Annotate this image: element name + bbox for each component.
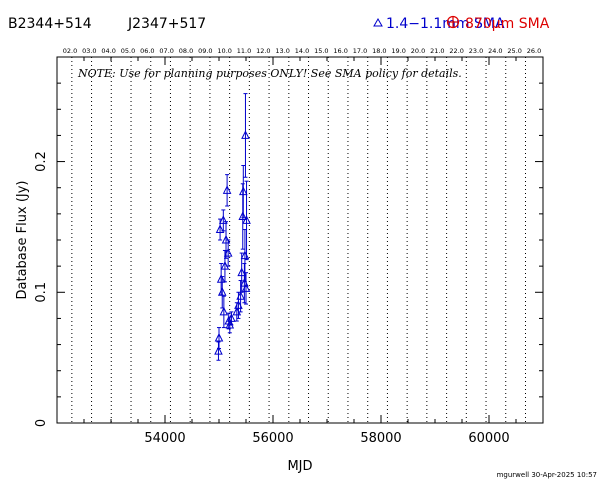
x-axis-label: MJD (287, 459, 312, 474)
data-point-triangle (223, 247, 233, 257)
y-tick-label: 0.2 (34, 151, 49, 172)
source-name: B2344+514 (8, 16, 92, 32)
top-year-label: 17.0 (353, 47, 367, 55)
top-year-label: 03.0 (82, 47, 96, 55)
top-year-label: 23.0 (469, 47, 483, 55)
year-grid-lines (71, 57, 527, 423)
legend-triangle-icon (373, 17, 383, 27)
data-point-triangle (242, 215, 251, 224)
top-year-label: 26.0 (527, 47, 541, 55)
legend-submm-label: 870μm SMA (465, 16, 550, 32)
top-year-label: 18.0 (372, 47, 386, 55)
data-point-triangle (214, 332, 224, 342)
y-tick-label: 0 (34, 419, 49, 427)
top-year-label: 21.0 (430, 47, 444, 55)
top-year-label: 13.0 (275, 47, 289, 55)
data-point-triangle (238, 186, 248, 196)
data-point-triangle (214, 345, 223, 355)
top-year-label: 15.0 (314, 47, 328, 55)
data-point-triangle (227, 313, 236, 322)
plot-frame (56, 56, 544, 424)
top-year-label: 20.0 (411, 47, 425, 55)
data-point-triangle (217, 287, 227, 296)
top-year-label: 12.0 (256, 47, 270, 55)
x-tick-label: 56000 (252, 431, 293, 446)
top-year-label: 16.0 (333, 47, 347, 55)
top-year-label: 06.0 (140, 47, 154, 55)
data-point-triangle (237, 267, 246, 277)
planning-note: NOTE: Use for planning purposes ONLY! Se… (77, 67, 462, 80)
data-point-triangle (241, 130, 250, 139)
top-year-label: 09.0 (198, 47, 212, 55)
y-axis-label: Database Flux (Jy) (15, 181, 30, 300)
data-point-triangle (241, 283, 251, 292)
top-year-label: 02.0 (63, 47, 77, 55)
data-point-triangle (222, 185, 232, 194)
top-year-label: 11.0 (237, 47, 251, 55)
data-point-triangle (215, 224, 225, 234)
series-layer (214, 93, 251, 361)
data-point-triangle (238, 211, 248, 220)
top-year-label: 05.0 (121, 47, 135, 55)
data-point-triangle (236, 291, 245, 300)
top-year-axis: 02.0 03.0 04.0 05.0 06.0 07.0 08.0 09.0 10.0 11.0… (63, 47, 541, 55)
legend-submm: 870μm SMA (446, 15, 550, 32)
data-point-triangle (216, 274, 226, 283)
top-year-label: 04.0 (101, 47, 115, 55)
top-year-label: 07.0 (159, 47, 173, 55)
top-year-label: 08.0 (179, 47, 193, 55)
data-point-triangle (219, 306, 229, 316)
credit-line: mgurwell 30-Apr-2025 10:57 (497, 471, 597, 479)
top-year-label: 25.0 (507, 47, 521, 55)
y-axis: 0 0.1 0.2 (34, 56, 543, 427)
alt-source-name: J2347+517 (127, 16, 206, 32)
x-axis: 54000 56000 58000 60000 (83, 57, 544, 446)
data-point-triangle (219, 215, 228, 224)
top-year-label: 19.0 (391, 47, 405, 55)
top-year-label: 14.0 (295, 47, 309, 55)
legend-mm-label: 1.4−1.1mm SMA (386, 16, 505, 32)
top-year-label: 22.0 (449, 47, 463, 55)
x-tick-label: 58000 (360, 431, 401, 446)
legend-mm: 1.4−1.1mm SMA (373, 16, 505, 32)
x-tick-label: 60000 (468, 431, 509, 446)
top-year-label: 10.0 (217, 47, 231, 55)
y-tick-label: 0.1 (34, 282, 49, 303)
top-year-label: 24.0 (488, 47, 502, 55)
x-tick-label: 54000 (144, 431, 185, 446)
